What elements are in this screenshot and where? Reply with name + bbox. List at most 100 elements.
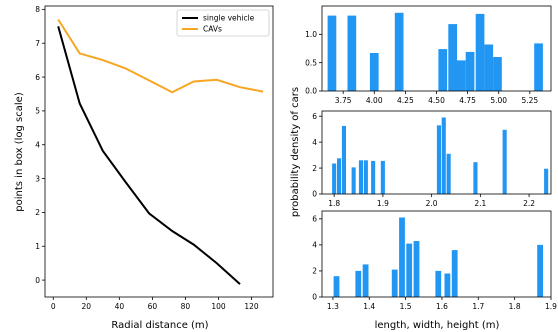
y-tick-label: 3: [35, 174, 40, 183]
series-line: [57, 26, 241, 285]
y-tick-label: 1.0: [305, 30, 317, 39]
histogram-bar: [341, 125, 346, 194]
y-tick-label: 0: [35, 276, 40, 285]
x-tick-label: 4.25: [397, 96, 414, 105]
x-tick-label: 1.9: [377, 199, 389, 208]
y-tick-label: 6: [312, 112, 317, 121]
y-tick-label: 6: [35, 73, 40, 82]
y-tick-label: 5: [35, 107, 40, 116]
histogram-height-panel: 0 2 4 6 1.3 1.4 1.5 1.6 1.7 1.8 1.9: [312, 210, 557, 311]
histogram-bar: [534, 43, 543, 91]
histogram-bar: [502, 129, 507, 194]
histogram-width-panel: 0 2 4 6 1.8 1.9 2.0 2.1 2.2: [312, 110, 552, 208]
y-tick-label: 0: [312, 190, 317, 199]
y-tick-label: 2: [35, 208, 40, 217]
legend-box: [176, 9, 270, 37]
histogram-bar: [391, 269, 398, 297]
x-tick-label: 1.8: [328, 199, 340, 208]
x-tick-label: 2.0: [426, 199, 438, 208]
x-tick-label: 2.1: [474, 199, 486, 208]
histogram-bar: [399, 217, 405, 297]
axes-frame: [44, 5, 274, 298]
histogram-bar: [484, 44, 494, 91]
x-tick-label: 4.00: [366, 96, 383, 105]
histogram-bar: [451, 250, 458, 297]
x-tick-label: 80: [181, 302, 191, 311]
axes-frame: [321, 110, 552, 195]
y-tick-label: 4: [35, 140, 40, 149]
x-tick-label: 60: [148, 302, 158, 311]
x-axis-label: Radial distance (m): [111, 320, 208, 331]
y-tick-label: 6: [312, 215, 317, 224]
histogram-bar: [448, 24, 457, 92]
histogram-bar: [493, 57, 502, 91]
histogram-bar: [457, 60, 466, 91]
x-tick-label: 3.75: [335, 96, 352, 105]
histogram-bar: [406, 243, 413, 297]
x-tick-label: 40: [115, 302, 125, 311]
histogram-bar: [351, 167, 356, 194]
x-tick-label: 5.25: [521, 96, 538, 105]
series-line: [57, 18, 264, 94]
histogram-bar: [337, 158, 342, 194]
y-tick-label: 1: [35, 242, 40, 251]
histogram-bar: [347, 15, 357, 92]
x-tick-label: 0: [51, 302, 56, 311]
x-tick-label: 1.5: [400, 302, 412, 311]
x-tick-label: 4.75: [459, 96, 476, 105]
y-tick-label: 2: [312, 164, 317, 173]
x-tick-label: 1.3: [327, 302, 339, 311]
axes-frame: [321, 5, 552, 92]
histogram-bar: [371, 160, 376, 194]
histogram-bar: [333, 276, 340, 297]
y-tick-label: 0: [312, 293, 317, 302]
x-tick-label: 5.00: [490, 96, 507, 105]
histogram-bar: [446, 153, 451, 194]
x-tick-label: 120: [244, 302, 259, 311]
histogram-bar: [363, 160, 368, 194]
x-tick-label: 1.6: [436, 302, 448, 311]
y-tick-label: 4: [312, 138, 317, 147]
y-tick-label: 0.0: [305, 87, 317, 96]
histogram-bar: [327, 15, 337, 92]
x-tick-label: 1.7: [472, 302, 484, 311]
x-tick-label: 1.8: [509, 302, 521, 311]
histogram-bar: [362, 264, 369, 297]
histogram-bar: [413, 241, 420, 297]
x-tick-label: 2.2: [523, 199, 535, 208]
histogram-bar: [332, 163, 337, 194]
histogram-bar: [475, 13, 485, 91]
histogram-bar: [438, 49, 448, 91]
histogram-bar: [444, 273, 451, 297]
histogram-bar: [544, 168, 549, 194]
y-tick-label: 7: [35, 39, 40, 48]
legend-label: single vehicle: [203, 14, 255, 23]
histogram-length-panel: 0.0 0.5 1.0 3.75 4.00 4.25 4.50 4.75 5.00 5.25: [305, 5, 552, 105]
y-tick-label: 8: [35, 5, 40, 14]
x-tick-label: 1.4: [363, 302, 375, 311]
x-tick-label: 4.50: [428, 96, 445, 105]
histogram-bar: [394, 12, 404, 91]
histogram-bar: [441, 117, 446, 194]
histogram-bar: [369, 53, 379, 91]
histogram-bar: [358, 160, 363, 194]
y-tick-label: 4: [312, 241, 317, 250]
x-tick-label: 100: [211, 302, 226, 311]
x-tick-label: 1.9: [545, 302, 557, 311]
x-tick-label: 20: [82, 302, 92, 311]
histogram-bar: [435, 270, 442, 297]
y-tick-label: 0.5: [305, 58, 317, 67]
histogram-bar: [355, 270, 362, 297]
legend-label: CAVs: [203, 25, 222, 34]
histogram-bar: [537, 244, 543, 297]
y-tick-label: 2: [312, 267, 317, 276]
axes-frame: [321, 210, 552, 298]
histogram-bar: [436, 125, 441, 194]
histogram-bar: [465, 51, 475, 91]
histogram-bar: [380, 160, 385, 194]
y-axis-label: points in box (log scale): [14, 92, 25, 212]
histogram-x-axis-label: length, width, height (m): [375, 320, 500, 331]
histogram-bar: [473, 162, 478, 194]
